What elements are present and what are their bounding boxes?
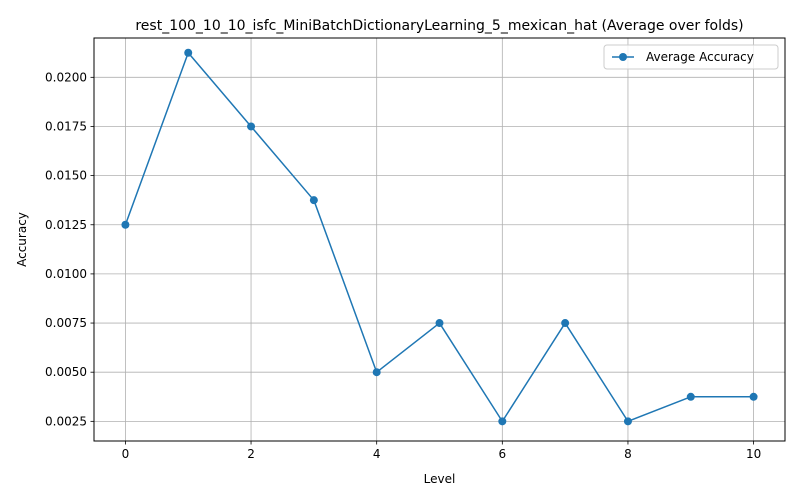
x-tick-label: 8 [624, 447, 632, 461]
x-tick-label: 4 [373, 447, 381, 461]
data-point [749, 392, 758, 401]
y-tick-label: 0.0150 [45, 169, 87, 183]
legend: Average Accuracy [603, 44, 779, 70]
data-point [309, 196, 318, 205]
legend-point-marker [619, 53, 627, 61]
y-tick-label: 0.0025 [45, 414, 87, 428]
data-point [184, 48, 193, 57]
chart-title: rest_100_10_10_isfc_MiniBatchDictionaryL… [135, 18, 743, 34]
data-point [686, 392, 695, 401]
data-point [623, 417, 632, 426]
data-point [247, 122, 256, 131]
y-tick-label: 0.0050 [45, 365, 87, 379]
y-axis-label: Accuracy [15, 212, 29, 267]
axis-ticks: 0 2 4 6 8 10 0.0025 0.0050 0.0075 0.0100 0.0125 0.0… [45, 70, 761, 461]
data-point [561, 319, 570, 328]
y-tick-label: 0.0075 [45, 316, 87, 330]
grid [94, 38, 785, 441]
y-tick-label: 0.0175 [45, 119, 87, 133]
x-tick-label: 2 [247, 447, 255, 461]
series-layer [121, 48, 758, 426]
legend-box [603, 44, 779, 70]
plot-frame [93, 37, 786, 442]
data-point [121, 220, 130, 229]
data-point [435, 319, 444, 328]
y-tick-label: 0.0200 [45, 70, 87, 84]
legend-label: Average Accuracy [646, 50, 754, 64]
x-tick-label: 6 [498, 447, 506, 461]
y-tick-label: 0.0100 [45, 267, 87, 281]
x-tick-label: 10 [746, 447, 761, 461]
data-point [372, 368, 381, 377]
x-tick-label: 0 [122, 447, 130, 461]
y-tick-label: 0.0125 [45, 218, 87, 232]
x-axis-label: Level [424, 472, 456, 486]
data-point [498, 417, 507, 426]
